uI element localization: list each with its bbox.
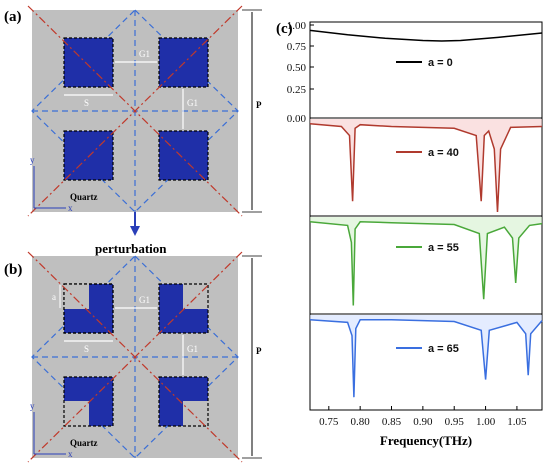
- square-b-3: [63, 376, 114, 427]
- legend-label-3: a = 65: [428, 343, 459, 355]
- series-fill-3: [310, 315, 542, 398]
- p-label-b: P: [256, 346, 262, 356]
- g2-label-a: G1: [187, 98, 198, 108]
- square-b-4: [158, 376, 209, 427]
- diag-a-2: [27, 5, 243, 217]
- series-fill-1: [310, 119, 542, 212]
- y-label-a: y: [30, 155, 35, 165]
- s-label-b: S: [84, 344, 89, 354]
- transmission-chart: a = 0 a = 40 a = 55 a = 65 1.00 0.75 0.50 0.25 0…: [287, 20, 543, 448]
- x-label-b: x: [68, 449, 73, 459]
- y-tick-label-0: 1.00: [287, 20, 307, 32]
- square-b-1: [63, 283, 114, 334]
- x-tick-label-2: 0.85: [382, 416, 402, 428]
- legend-label-0: a = 0: [428, 57, 453, 69]
- g1-label-b: G1: [139, 295, 150, 305]
- square-a-1: [63, 37, 114, 88]
- panel-b: (b) a G1: [4, 251, 262, 463]
- g2-label-b: G1: [187, 344, 198, 354]
- x-tick-label-5: 1.00: [476, 416, 496, 428]
- perturbation-label: perturbation: [95, 241, 167, 256]
- quartz-label-a: Quartz: [70, 192, 98, 202]
- panel-a-label: (a): [4, 9, 22, 25]
- series-line-3: [309, 319, 543, 398]
- x-tick-label-1: 0.80: [351, 416, 371, 428]
- series-line-1: [309, 123, 543, 213]
- y-tick-label-4: 0.00: [287, 113, 307, 125]
- a-label-b: a: [52, 292, 56, 302]
- square-a-3: [63, 130, 114, 181]
- legend-label-2: a = 55: [428, 242, 459, 254]
- diag-b-2: [27, 251, 243, 463]
- x-label-a: x: [68, 203, 73, 213]
- panel-a: (a) G1 G1 S Quartz y x P: [4, 5, 262, 217]
- x-tick-label-0: 0.75: [319, 416, 339, 428]
- x-axis-label: Frequency(THz): [380, 433, 472, 448]
- panel-b-label: (b): [4, 262, 22, 278]
- y-tick-label-3: 0.25: [287, 84, 307, 96]
- series-line-0: [309, 29, 543, 42]
- s-label-a: S: [84, 98, 89, 108]
- square-a-2: [158, 37, 209, 88]
- series-line-2: [309, 221, 543, 306]
- square-a-4: [158, 130, 209, 181]
- quartz-label-b: Quartz: [70, 438, 98, 448]
- x-tick-label-4: 0.95: [445, 416, 465, 428]
- y-tick-label-1: 0.75: [287, 41, 307, 53]
- y-tick-label-2: 0.50: [287, 62, 307, 74]
- panel-c-label: (c): [276, 21, 293, 37]
- x-tick-label-6: 1.05: [507, 416, 527, 428]
- legend-label-1: a = 40: [428, 147, 459, 159]
- y-label-b: y: [30, 401, 35, 411]
- panel-c: (c) a = 0 a = 40 a = 55 a = 65 1.00 0.75 0.50 0…: [276, 20, 543, 448]
- g1-label-a: G1: [139, 49, 150, 59]
- p-label-a: P: [256, 100, 262, 110]
- square-b-2: [158, 283, 209, 334]
- x-tick-label-3: 0.90: [413, 416, 433, 428]
- perturbation-arrowhead: [130, 226, 140, 236]
